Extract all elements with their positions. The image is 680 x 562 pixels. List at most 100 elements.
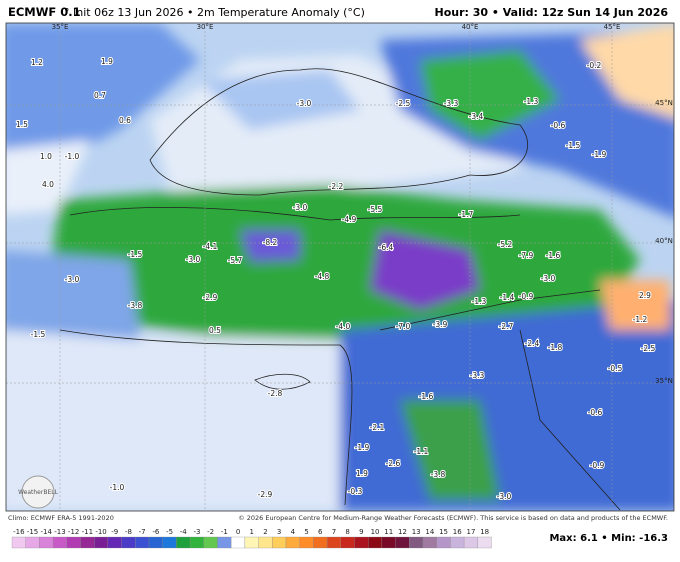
colorbar-label: -9 bbox=[111, 528, 118, 536]
map-value: -2.5 bbox=[641, 344, 656, 353]
colorbar-label: -14 bbox=[41, 528, 53, 536]
map-value: -0.6 bbox=[588, 408, 603, 417]
colorbar-label: -8 bbox=[125, 528, 132, 536]
map-value: -5.7 bbox=[228, 256, 243, 265]
grid-label: 45°N bbox=[655, 99, 673, 107]
colorbar: -16 -15 -14 -13 -12 -11 -10 -9 -8 -7 -6 -5 -4 -3 -2 -1 0… bbox=[11, 528, 492, 549]
colorbar-cell bbox=[272, 536, 287, 549]
colorbar-cell bbox=[107, 536, 122, 549]
colorbar-label: -4 bbox=[180, 528, 188, 536]
colorbar-label: 16 bbox=[453, 528, 462, 536]
colorbar-cell bbox=[189, 536, 204, 549]
colorbar-label: 0 bbox=[236, 528, 240, 536]
map-value: -1.1 bbox=[414, 447, 429, 456]
colorbar-label: -12 bbox=[68, 528, 79, 536]
map-value: -1.2 bbox=[633, 315, 648, 324]
colorbar-cell bbox=[162, 536, 177, 549]
map-value: 0.7 bbox=[94, 91, 106, 100]
map-value: -2.6 bbox=[386, 459, 401, 468]
colorbar-label: -10 bbox=[95, 528, 106, 536]
map-value: -0.3 bbox=[348, 487, 363, 496]
grid-label: 40°N bbox=[655, 237, 673, 245]
colorbar-cell bbox=[244, 536, 259, 549]
map-value: -1.6 bbox=[419, 392, 434, 401]
colorbar-cell bbox=[477, 536, 492, 549]
map-value: -5.5 bbox=[368, 205, 383, 214]
colorbar-label: 4 bbox=[291, 528, 296, 536]
map-value: -3.0 bbox=[297, 99, 312, 108]
model: ECMWF 0.1 bbox=[8, 5, 81, 19]
colorbar-cell bbox=[25, 536, 40, 549]
map-frame bbox=[5, 22, 675, 512]
colorbar-label: -1 bbox=[221, 528, 228, 536]
map-value: -1.3 bbox=[524, 97, 539, 106]
colorbar-cell bbox=[313, 536, 328, 549]
footer-right: © 2026 European Centre for Medium-Range … bbox=[238, 514, 668, 522]
colorbar-label: 17 bbox=[466, 528, 475, 536]
map-value: -1.3 bbox=[472, 297, 487, 306]
colorbar-cell bbox=[368, 536, 383, 549]
map-value: -2.2 bbox=[329, 182, 344, 191]
map-value: -3.0 bbox=[541, 274, 556, 283]
logo-badge bbox=[21, 475, 55, 509]
map-value: -3.4 bbox=[469, 112, 484, 121]
colorbar-label: -7 bbox=[139, 528, 146, 536]
map-value: -1.0 bbox=[65, 152, 80, 161]
map-value: -7.9 bbox=[519, 251, 534, 260]
map-value: 1.2 bbox=[31, 58, 43, 67]
coastlines bbox=[59, 68, 621, 511]
colorbar-cell bbox=[80, 536, 95, 549]
colorbar-label: 9 bbox=[359, 528, 363, 536]
map-value: 1.9 bbox=[101, 57, 113, 66]
colorbar-label: 5 bbox=[304, 528, 308, 536]
max-min: Max: 6.1 • Min: -16.3 bbox=[549, 533, 668, 544]
colorbar-cell bbox=[94, 536, 109, 549]
footer-left: Climo: ECMWF ERA-5 1991-2020 bbox=[8, 514, 114, 522]
map-value: -3.8 bbox=[128, 301, 143, 310]
map-value: -1.5 bbox=[128, 250, 143, 259]
map-value: -2.8 bbox=[268, 389, 283, 398]
map-value: -1.7 bbox=[459, 210, 474, 219]
map-value: -3.3 bbox=[444, 99, 459, 108]
colorbar-label: -15 bbox=[27, 528, 38, 536]
map-value: -2.4 bbox=[525, 339, 540, 348]
map-value: 1.9 bbox=[356, 469, 368, 478]
colorbar-label: 12 bbox=[398, 528, 407, 536]
colorbar-cell bbox=[52, 536, 67, 549]
graticule bbox=[6, 23, 674, 511]
map-value: -3.8 bbox=[431, 470, 446, 479]
colorbar-cell bbox=[463, 536, 478, 549]
grid-label: 35°E bbox=[52, 23, 69, 31]
map-value: 1.0 bbox=[40, 152, 52, 161]
colorbar-cell bbox=[299, 536, 314, 549]
colorbar-cell bbox=[135, 536, 150, 549]
colorbar-label: -11 bbox=[82, 528, 93, 536]
colorbar-cell bbox=[340, 536, 355, 549]
valid-time: Hour: 30 • Valid: 12z Sun 14 Jun 2026 bbox=[434, 6, 668, 19]
colorbar-label: -6 bbox=[152, 528, 160, 536]
colorbar-label: 2 bbox=[263, 528, 267, 536]
map-value: -1.9 bbox=[355, 443, 370, 452]
logo: WeatherBELL bbox=[18, 489, 59, 496]
colorbar-label: 18 bbox=[480, 528, 489, 536]
grid-labels: 35°E 30°E 40°E 45°E 45°N 40°N 35°N bbox=[52, 23, 673, 385]
colorbar-cell bbox=[422, 536, 437, 549]
colorbar-label: 3 bbox=[277, 528, 281, 536]
map-labels: 1.2 1.9 1.5 0.6 0.7 -3.0 -2.5 -3.3 -3.4 -1.3 -0.6 -… bbox=[15, 56, 657, 502]
map-value: -1.0 bbox=[110, 483, 125, 492]
map-value: -8.2 bbox=[263, 238, 278, 247]
map-value: -0.9 bbox=[590, 461, 605, 470]
map-value: 1.5 bbox=[16, 120, 28, 129]
colorbar-cell bbox=[326, 536, 341, 549]
grid-label: 45°E bbox=[604, 23, 621, 31]
colorbar-cell bbox=[450, 536, 465, 549]
map: 35°E 30°E 40°E 45°E 45°N 40°N 35°N 1.2 1.9 1.5 0.… bbox=[6, 23, 674, 511]
colorbar-cell bbox=[66, 536, 81, 549]
colorbar-label: 14 bbox=[425, 528, 434, 536]
map-value: -4.8 bbox=[315, 272, 330, 281]
map-value: -1.5 bbox=[566, 141, 581, 150]
colorbar-cell bbox=[203, 536, 218, 549]
map-value: -3.3 bbox=[470, 371, 485, 380]
map-value: -3.0 bbox=[293, 203, 308, 212]
